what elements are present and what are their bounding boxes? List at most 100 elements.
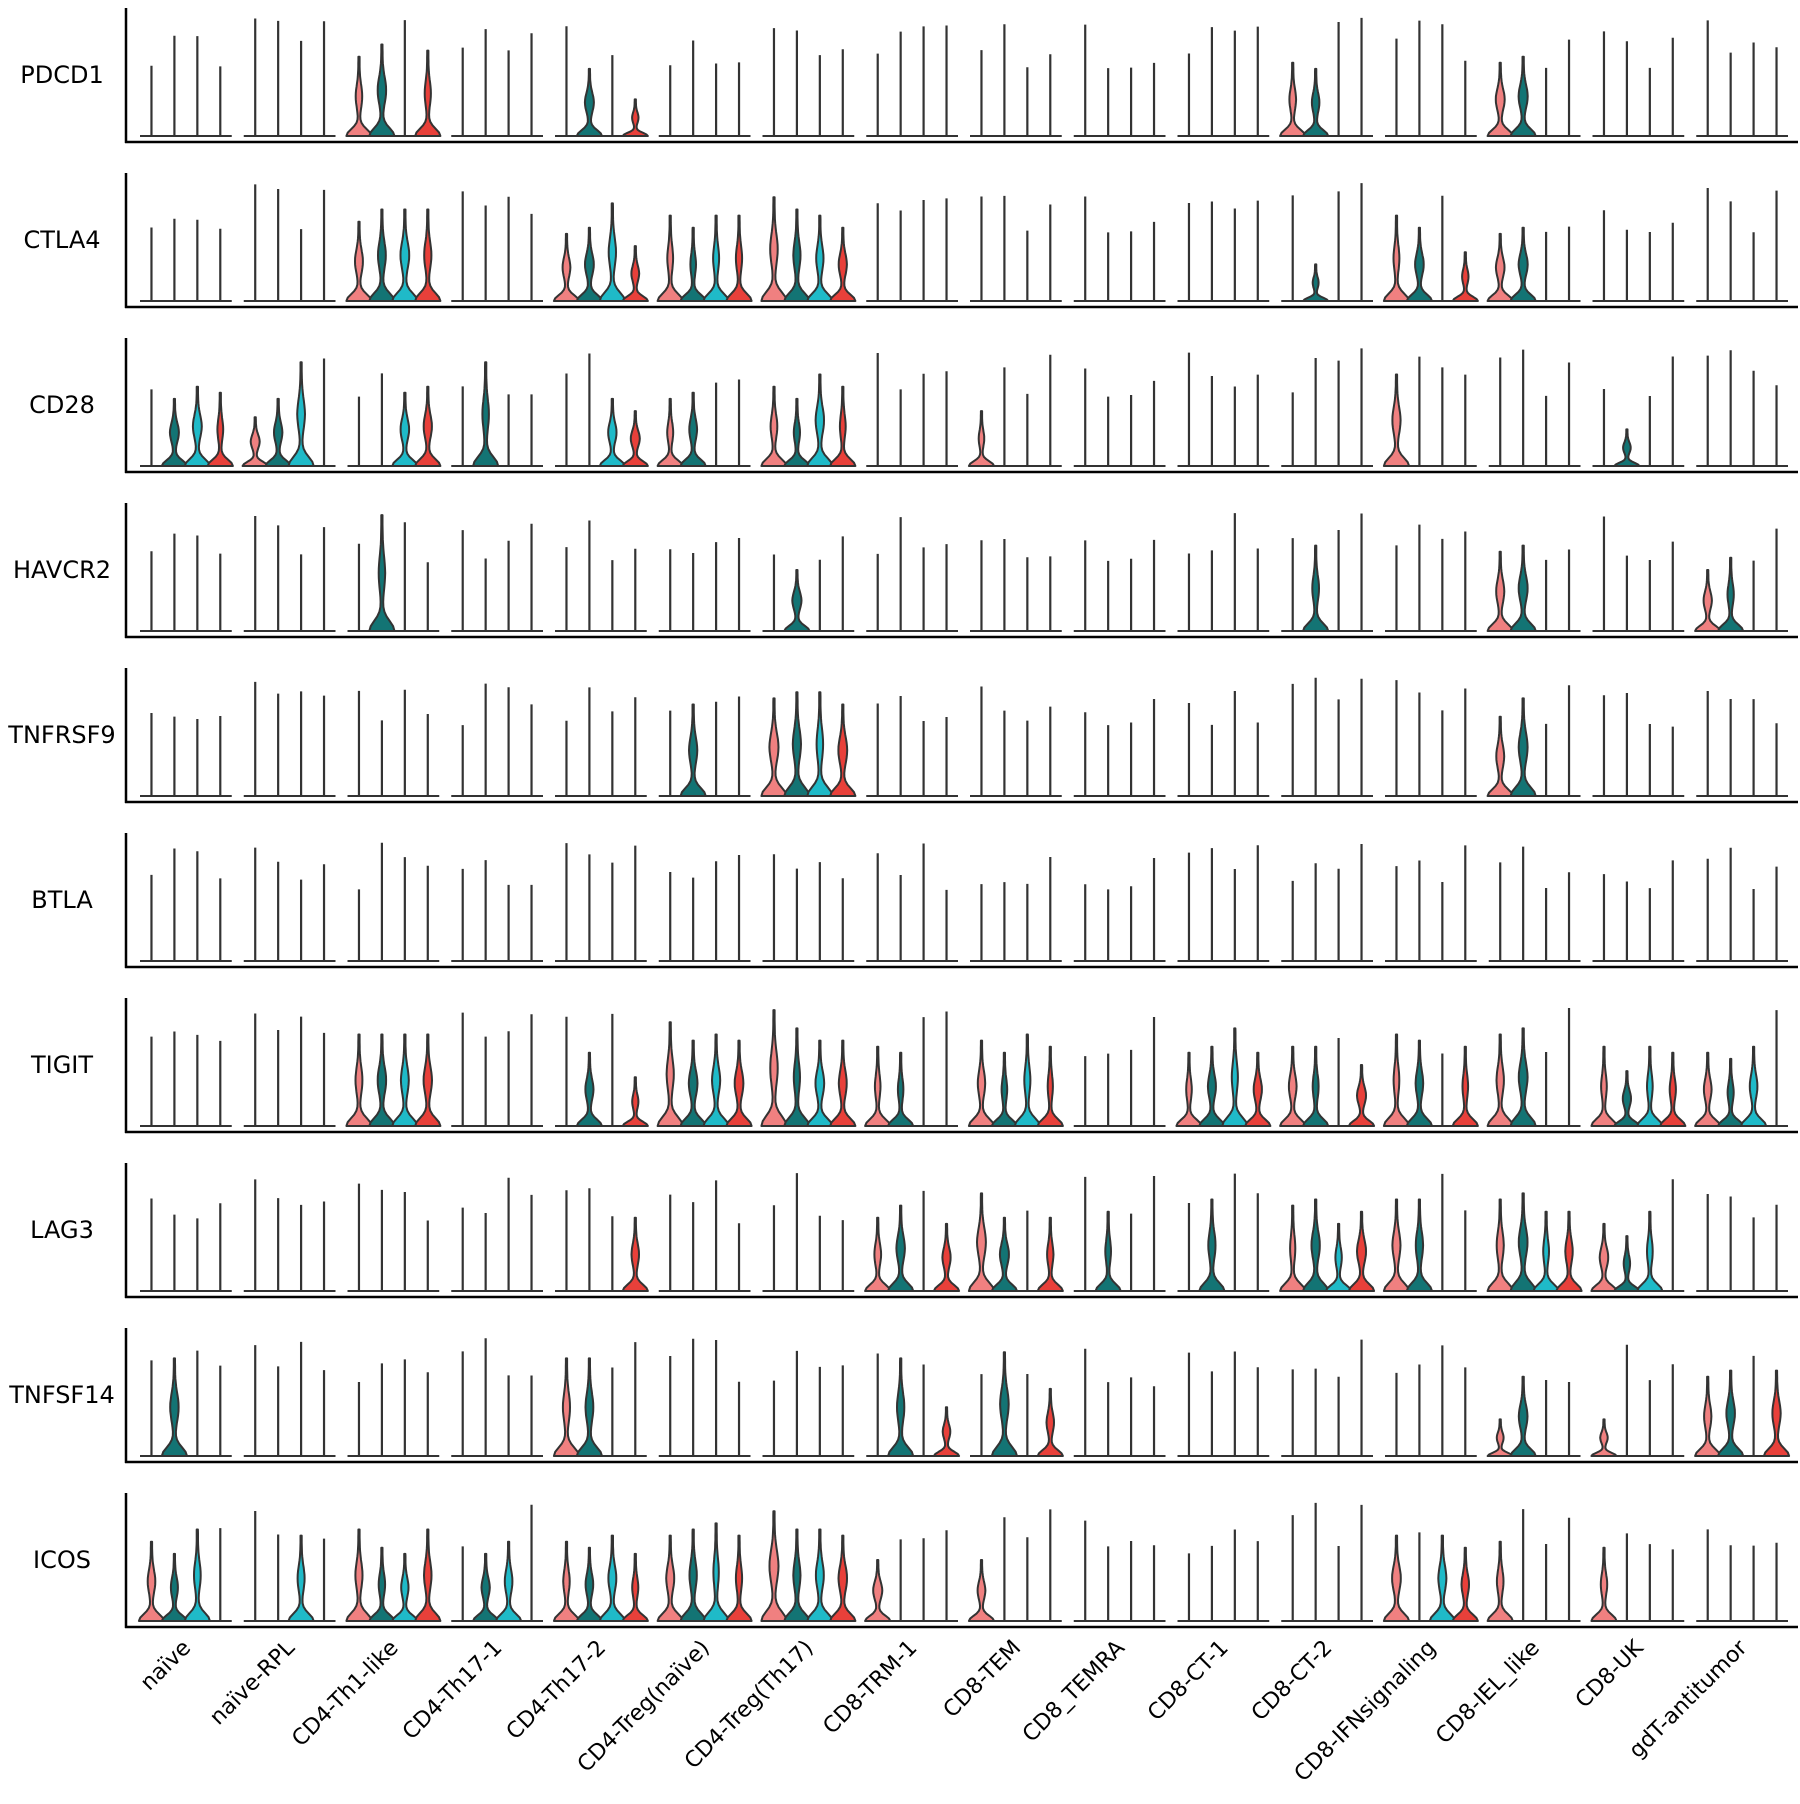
violin-shape (760, 196, 788, 302)
violin-shape (598, 397, 626, 467)
violin-shape (1405, 1198, 1433, 1292)
violin-shape (806, 1039, 834, 1127)
gene-row-tnfsf14: TNFSF14 (8, 1328, 1798, 1464)
violin-shape (621, 1552, 649, 1622)
violin-shape (1509, 1192, 1537, 1292)
violin-shape (1175, 1051, 1203, 1127)
violin-shape (1302, 544, 1330, 632)
violin-shape (1094, 1210, 1122, 1292)
violin-shape (368, 1546, 396, 1622)
gene-row-tnfrsf9: TNFRSF9 (7, 668, 1798, 804)
violin-shape (1486, 232, 1514, 302)
violin-shape (391, 208, 419, 302)
violin-shape (183, 385, 211, 467)
violin-shape (656, 1534, 684, 1622)
gene-row-lag3: LAG3 (30, 1163, 1798, 1299)
violin-shape (1486, 550, 1514, 632)
gene-label: CTLA4 (23, 226, 100, 254)
violin-shape (1555, 1210, 1583, 1292)
violin-shape (1302, 67, 1330, 137)
violin-shape (967, 1559, 996, 1622)
violin-shape (1636, 1045, 1664, 1127)
violin-shape (1382, 214, 1411, 302)
gene-row-cd28: CD28 (29, 338, 1798, 474)
violin-shape (1694, 1375, 1722, 1457)
x-tick-label: CD8-IEL_like (1431, 1636, 1545, 1750)
violin-shape (679, 1528, 707, 1622)
violin-shape (287, 1534, 315, 1622)
violin-shape (345, 1033, 373, 1127)
violin-shape (1451, 1546, 1479, 1622)
violin-shape (783, 397, 811, 467)
violin-shape (1382, 1534, 1411, 1622)
violin-shape (1325, 1222, 1353, 1292)
violin-shape (472, 361, 500, 467)
violin-shape (1509, 1027, 1537, 1127)
violin-shape (1532, 1210, 1560, 1292)
violin-shape (679, 703, 707, 797)
violin-shape (1486, 715, 1514, 797)
gene-label: BTLA (31, 886, 93, 914)
violin-shape (575, 1051, 603, 1127)
violin-shape (806, 214, 834, 302)
violin-shape (1382, 1198, 1411, 1292)
x-tick-label: CD4-Th17-1 (398, 1636, 507, 1745)
violin-shape (1486, 1198, 1514, 1292)
violin-shape (760, 385, 788, 467)
violin-shape (183, 1528, 211, 1622)
violin-shape (472, 1552, 500, 1622)
violin-shape (990, 1216, 1018, 1292)
violin-shape (1613, 1070, 1641, 1127)
violin-shape (368, 43, 396, 137)
violin-shape (345, 55, 373, 137)
violin-shape (621, 245, 649, 302)
violin-shape (887, 1204, 915, 1292)
violin-shape (656, 214, 684, 302)
gene-label: CD28 (29, 391, 95, 419)
violin-shape (206, 391, 234, 467)
violin-shape (760, 1510, 788, 1622)
violin-shape (1659, 1051, 1687, 1127)
violin-shape (1451, 1045, 1479, 1127)
violin-shape (760, 1009, 788, 1127)
violin-shape (1036, 1045, 1064, 1127)
violin-shape (783, 1528, 811, 1622)
violin-shape (1244, 1051, 1272, 1127)
x-tick-label: naïve-RPL (205, 1635, 300, 1730)
violin-shape (414, 49, 442, 137)
x-tick-label: CD4-Th1-like (287, 1636, 403, 1752)
violin-shape (621, 410, 649, 467)
violin-shape (1013, 1033, 1041, 1127)
gene-label: PDCD1 (20, 61, 103, 89)
violin-shape (725, 1039, 753, 1127)
violin-shape (1347, 1210, 1376, 1292)
gene-row-btla: BTLA (31, 833, 1798, 969)
violin-shape (1279, 61, 1307, 137)
violin-shape (160, 1552, 188, 1622)
violin-shape (887, 1357, 915, 1457)
gene-label: ICOS (33, 1546, 91, 1574)
violin-shape (990, 1351, 1018, 1457)
violin-shape (967, 1192, 996, 1292)
violin-shape (621, 1076, 649, 1127)
violin-shape (1405, 1039, 1433, 1127)
violin-shape (1613, 428, 1641, 467)
violin-shape (829, 1039, 857, 1127)
x-tick-label: CD8-TEM (939, 1636, 1026, 1723)
gene-row-pdcd1: PDCD1 (20, 8, 1798, 144)
violin-shape (414, 385, 442, 467)
violin-shape (1036, 1387, 1064, 1457)
violin-shape (1198, 1198, 1226, 1292)
violin-shape (575, 1546, 603, 1622)
violin-shape (1613, 1235, 1641, 1292)
violin-shape (1382, 1033, 1411, 1127)
violin-shape (264, 397, 292, 467)
gene-label: TIGIT (30, 1051, 93, 1079)
violin-shape (391, 1552, 419, 1622)
violin-shape (967, 410, 996, 467)
violin-shape (864, 1216, 892, 1292)
violin-shape (725, 214, 753, 302)
violin-shape (967, 1039, 996, 1127)
gene-row-havcr2: HAVCR2 (13, 503, 1798, 639)
gene-row-tigit: TIGIT (30, 998, 1798, 1134)
